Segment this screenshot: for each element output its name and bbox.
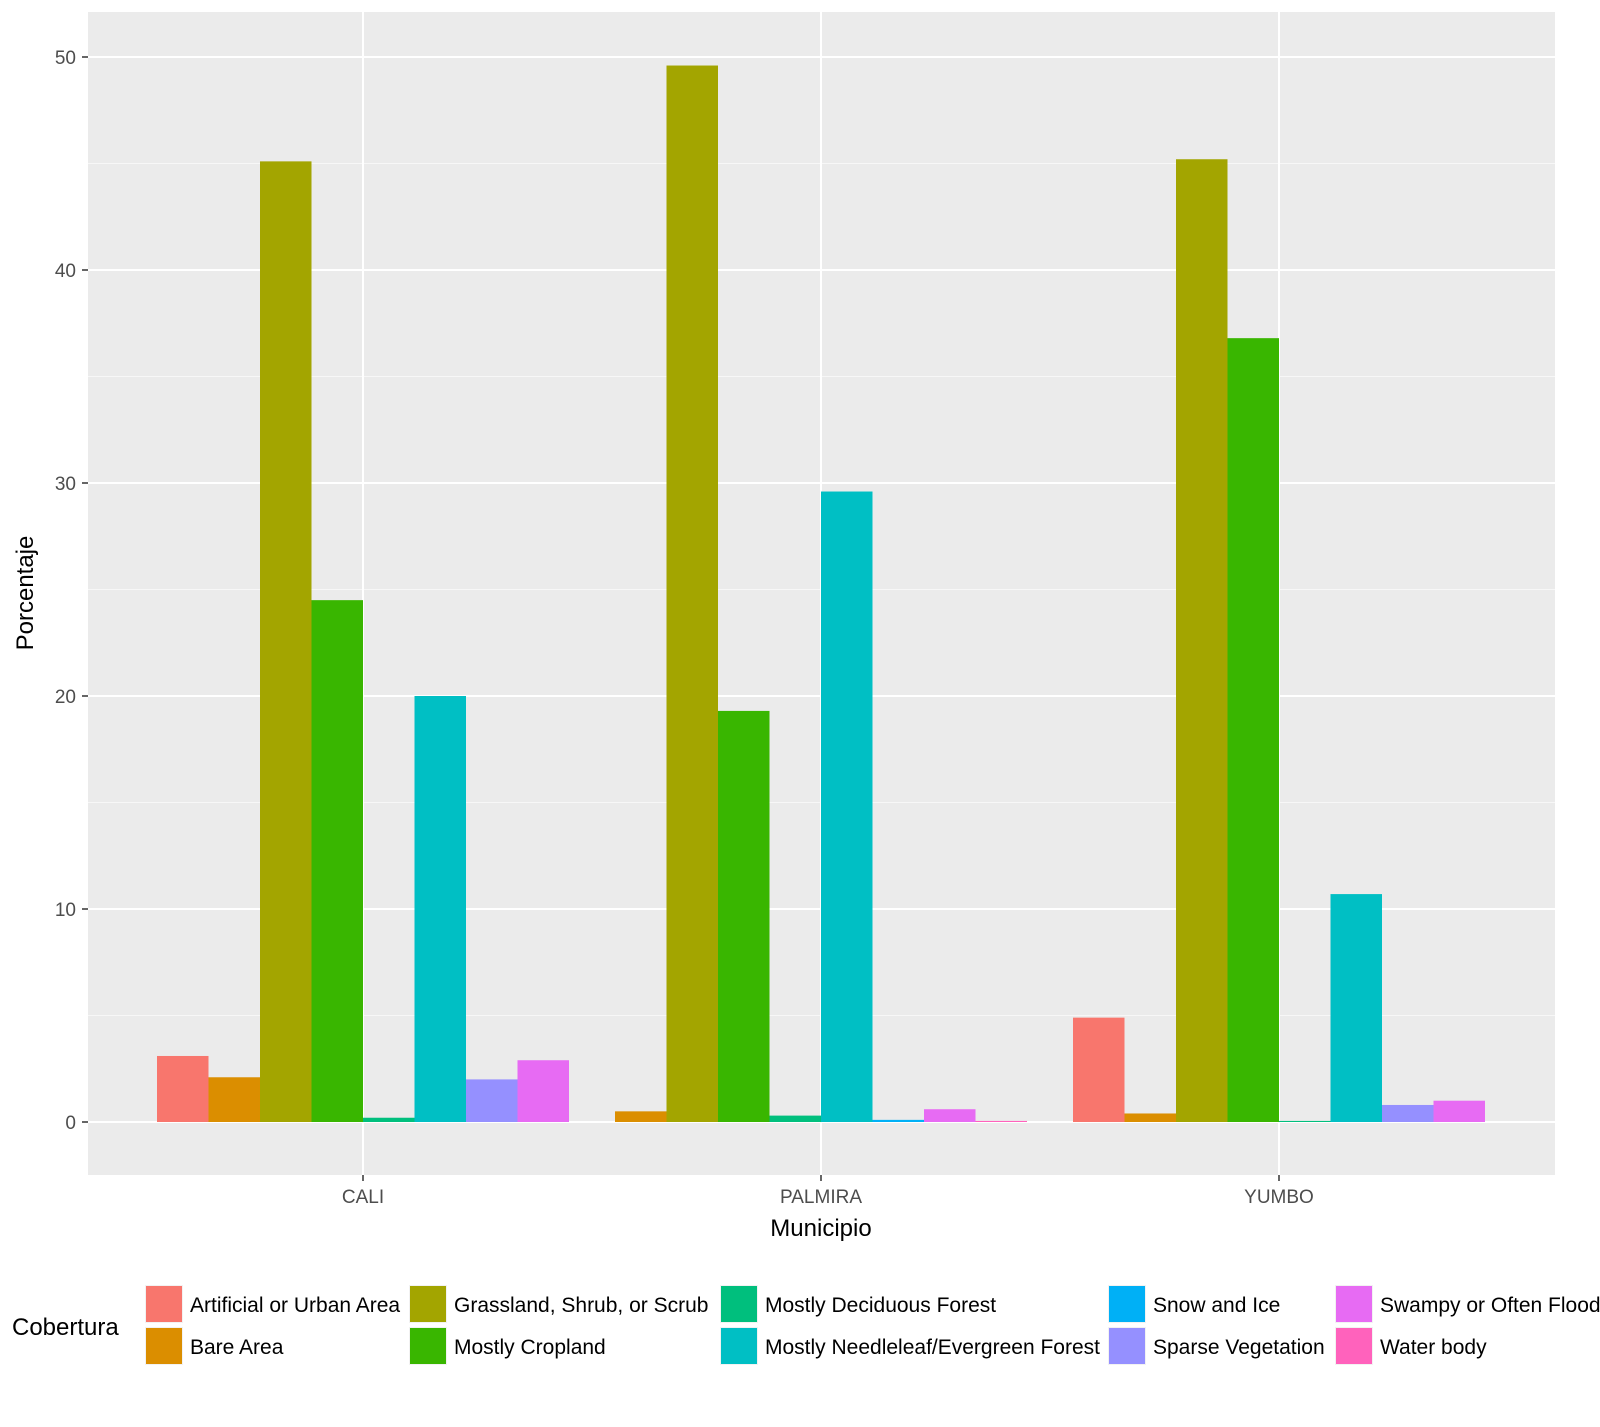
bar-cali-grassland-shrub-or-scrub [260, 161, 312, 1122]
legend-label: Mostly Cropland [454, 1336, 606, 1359]
bar-palmira-mostly-needleleaf-evergreen-forest [821, 491, 873, 1122]
legend: Artificial or Urban Area Bare Area Grassla… [145, 1285, 1600, 1365]
legend-label: Water body [1380, 1336, 1487, 1359]
bar-yumbo-mostly-needleleaf-evergreen-forest [1330, 894, 1382, 1122]
bar-cali-mostly-deciduous-forest [363, 1117, 415, 1122]
bar-cali-mostly-needleleaf-evergreen-forest [414, 696, 466, 1122]
bar-palmira-swampy-or-often-flooded-vegetation [924, 1109, 976, 1122]
legend-swatch [1336, 1328, 1372, 1364]
legend-swatch [1336, 1286, 1372, 1322]
y-tick-label: 40 [55, 261, 76, 282]
legend-label: Snow and Ice [1153, 1294, 1280, 1317]
bar-yumbo-mostly-cropland [1227, 338, 1279, 1122]
bar-palmira-mostly-deciduous-forest [769, 1115, 821, 1122]
legend-label: Grassland, Shrub, or Scrub [454, 1294, 708, 1317]
legend-swatch [721, 1328, 757, 1364]
bar-palmira-mostly-cropland [718, 710, 770, 1122]
x-tick-label: PALMIRA [780, 1187, 862, 1208]
legend-title: Cobertura [12, 1314, 119, 1341]
y-axis-title: Porcentaje [12, 536, 39, 651]
y-tick-label: 0 [65, 1113, 76, 1134]
bar-cali-swampy-or-often-flooded-vegetation [517, 1060, 569, 1122]
y-tick-label: 30 [55, 474, 76, 495]
y-tick-label: 50 [55, 48, 76, 69]
bar-cali-mostly-cropland [311, 600, 363, 1122]
bar-palmira-snow-and-ice [872, 1119, 924, 1122]
x-tick-label: CALI [342, 1187, 384, 1208]
legend-swatch [1109, 1286, 1145, 1322]
legend-label: Bare Area [190, 1336, 284, 1359]
bar-palmira-water-body [975, 1120, 1027, 1122]
legend-swatch [146, 1286, 182, 1322]
legend-swatch [410, 1286, 446, 1322]
bar-yumbo-grassland-shrub-or-scrub [1176, 159, 1228, 1123]
y-tick-label: 10 [55, 900, 76, 921]
bar-yumbo-bare-area [1124, 1113, 1176, 1122]
bar-palmira-grassland-shrub-or-scrub [666, 65, 718, 1122]
bar-cali-bare-area [208, 1077, 260, 1122]
bar-yumbo-sparse-vegetation [1382, 1104, 1434, 1122]
bar-cali-artificial-or-urban-area [157, 1055, 209, 1122]
legend-label: Artificial or Urban Area [190, 1294, 400, 1317]
legend-label: Sparse Vegetation [1153, 1336, 1325, 1359]
x-tick-label: YUMBO [1244, 1187, 1314, 1208]
legend-swatch [410, 1328, 446, 1364]
x-axis-title: Municipio [770, 1215, 871, 1242]
bar-palmira-bare-area [615, 1111, 667, 1122]
legend-swatch [721, 1286, 757, 1322]
bar-yumbo-mostly-deciduous-forest [1279, 1120, 1331, 1122]
bar-yumbo-swampy-or-often-flooded-vegetation [1433, 1100, 1485, 1122]
legend-label: Mostly Deciduous Forest [765, 1294, 996, 1317]
bar-yumbo-artificial-or-urban-area [1073, 1017, 1125, 1122]
y-tick-label: 20 [55, 687, 76, 708]
bar-cali-sparse-vegetation [466, 1079, 518, 1122]
legend-swatch [146, 1328, 182, 1364]
legend-label: Swampy or Often Flooded Vegetation [1380, 1294, 1600, 1317]
legend-label: Mostly Needleleaf/Evergreen Forest [765, 1336, 1100, 1359]
legend-swatch [1109, 1328, 1145, 1364]
